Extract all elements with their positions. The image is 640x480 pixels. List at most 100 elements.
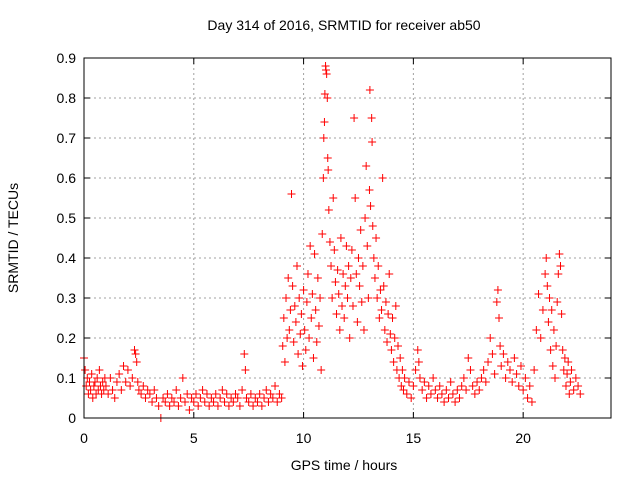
data-point [357, 298, 366, 306]
data-point [495, 314, 504, 322]
data-point [381, 298, 390, 306]
data-point [134, 386, 143, 394]
data-point [286, 306, 295, 314]
data-point [131, 350, 140, 358]
data-point [299, 286, 308, 294]
data-point [246, 390, 255, 398]
data-point [205, 402, 214, 410]
y-tick-label: 0.9 [57, 50, 77, 66]
data-point [332, 310, 341, 318]
data-point [556, 262, 565, 270]
data-point [366, 202, 375, 210]
data-point [459, 374, 468, 382]
data-point [280, 358, 289, 366]
data-point [543, 282, 552, 290]
data-point [516, 362, 525, 370]
data-point [84, 390, 93, 398]
data-point [409, 382, 418, 390]
data-point [81, 366, 90, 374]
data-point [363, 242, 372, 250]
data-point [440, 398, 449, 406]
data-point [380, 326, 389, 334]
data-point [211, 390, 220, 398]
data-point [385, 270, 394, 278]
data-point [220, 398, 229, 406]
data-point [106, 374, 115, 382]
data-point [527, 398, 536, 406]
data-point [365, 186, 374, 194]
data-point [257, 402, 266, 410]
x-axis-title: GPS time / hours [291, 457, 398, 473]
data-point [549, 326, 558, 334]
data-point [561, 382, 570, 390]
data-point [481, 378, 490, 386]
data-point [295, 294, 304, 302]
data-point [328, 294, 337, 302]
x-tick-label: 10 [296, 430, 312, 446]
data-point [422, 394, 431, 402]
data-point [311, 306, 320, 314]
data-point [394, 342, 403, 350]
data-point [397, 382, 406, 390]
data-point [277, 394, 286, 402]
y-tick-label: 0.6 [57, 170, 77, 186]
data-point [323, 154, 332, 162]
point-layer [80, 62, 585, 422]
data-point [279, 314, 288, 322]
data-point [493, 286, 502, 294]
data-point [435, 382, 444, 390]
data-point [130, 346, 139, 354]
data-point [374, 262, 383, 270]
data-point [319, 134, 328, 142]
data-point [348, 302, 357, 310]
data-point [128, 374, 137, 382]
data-point [320, 118, 329, 126]
data-point [503, 358, 512, 366]
data-point [468, 382, 477, 390]
data-point [341, 282, 350, 290]
y-tick-label: 0.3 [57, 290, 77, 306]
data-point [433, 394, 442, 402]
data-point [178, 374, 187, 382]
x-tick-label: 5 [190, 430, 198, 446]
data-point [244, 398, 253, 406]
data-point [470, 390, 479, 398]
x-tick-label: 20 [515, 430, 531, 446]
data-point [325, 238, 334, 246]
data-point [344, 262, 353, 270]
data-point [359, 326, 368, 334]
data-point [464, 354, 473, 362]
data-point [544, 318, 553, 326]
data-point [559, 366, 568, 374]
data-point [264, 398, 273, 406]
data-point [569, 386, 578, 394]
data-point [402, 390, 411, 398]
y-axis-title: SRMTID / TECUs [5, 183, 21, 293]
data-point [334, 290, 343, 298]
data-point [185, 406, 194, 414]
data-point [321, 66, 330, 74]
data-point [303, 270, 312, 278]
data-point [505, 366, 514, 374]
data-point [95, 366, 104, 374]
data-point [415, 374, 424, 382]
data-point [519, 386, 528, 394]
data-point [530, 366, 539, 374]
data-point [141, 394, 150, 402]
data-point [200, 398, 209, 406]
data-point [424, 382, 433, 390]
data-point [335, 326, 344, 334]
data-point [187, 394, 196, 402]
data-point [93, 374, 102, 382]
data-point [324, 206, 333, 214]
data-point [150, 386, 159, 394]
data-point [492, 298, 501, 306]
data-point [347, 246, 356, 254]
data-point [308, 290, 317, 298]
data-point [411, 366, 420, 374]
data-point [167, 394, 176, 402]
data-point [343, 294, 352, 302]
data-point [475, 386, 484, 394]
data-point [216, 394, 225, 402]
data-point [386, 330, 395, 338]
